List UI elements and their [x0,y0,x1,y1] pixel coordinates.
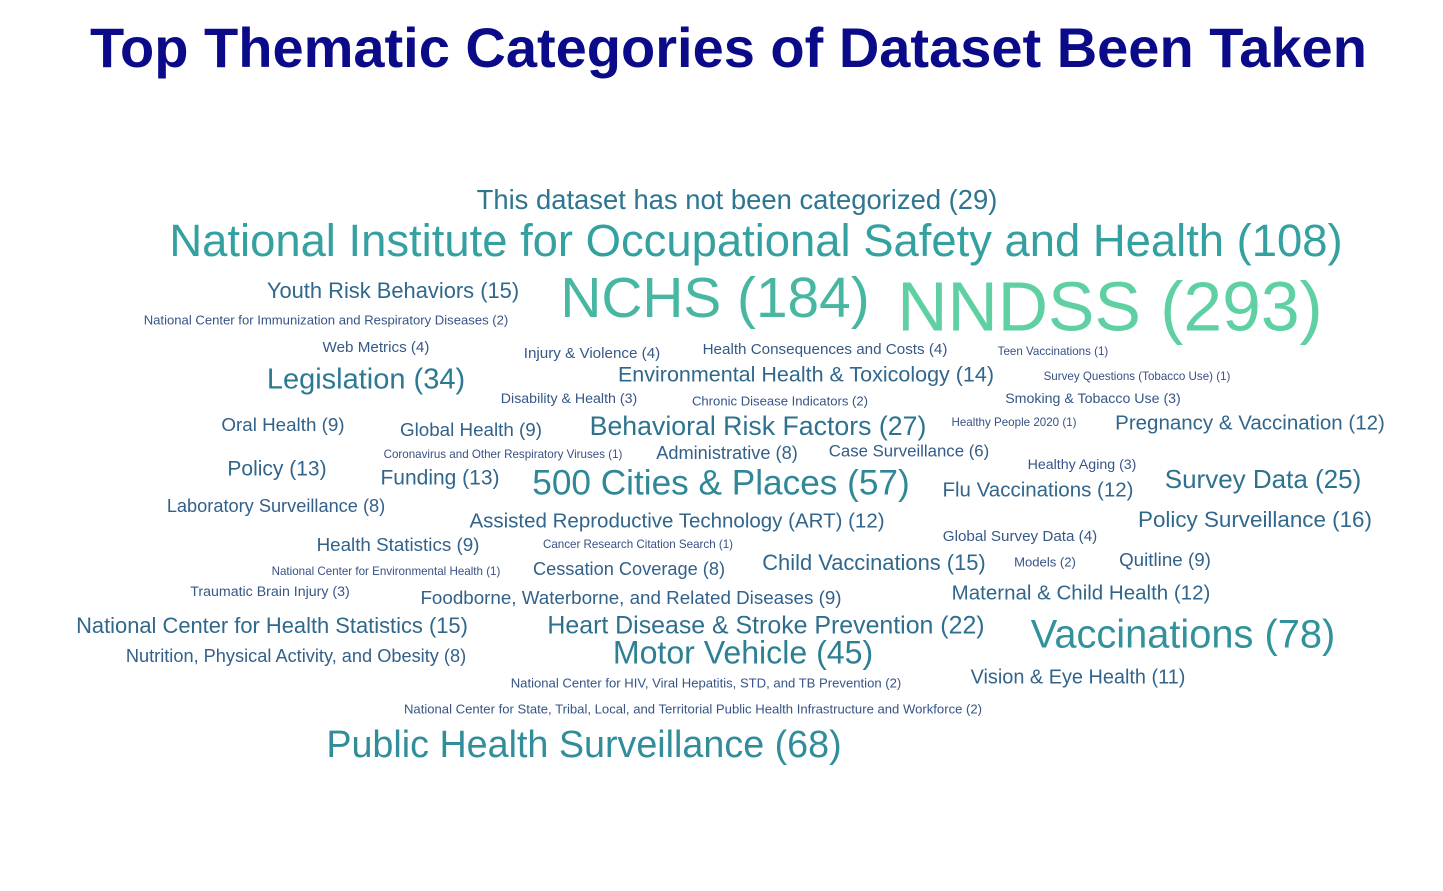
word: Policy (13) [227,458,326,481]
word: Laboratory Surveillance (8) [167,496,385,516]
word: Assisted Reproductive Technology (ART) (… [469,509,884,532]
word: Case Surveillance (6) [829,441,989,460]
word: Youth Risk Behaviors (15) [267,278,519,303]
word: Cessation Coverage (8) [533,559,725,579]
word: This dataset has not been categorized (2… [477,184,998,215]
word: Teen Vaccinations (1) [998,345,1109,358]
word: 500 Cities & Places (57) [532,463,909,502]
word: Oral Health (9) [221,414,344,435]
word: Pregnancy & Vaccination (12) [1115,411,1385,434]
word: Traumatic Brain Injury (3) [190,584,350,600]
word: Survey Data (25) [1165,464,1362,494]
word: Motor Vehicle (45) [613,634,873,670]
word: Smoking & Tobacco Use (3) [1005,391,1181,407]
word: Healthy People 2020 (1) [951,416,1076,429]
word: Web Metrics (4) [323,339,430,356]
word: National Institute for Occupational Safe… [169,215,1342,266]
word: Health Consequences and Costs (4) [703,341,948,358]
word: Quitline (9) [1119,549,1211,570]
word: Public Health Surveillance (68) [326,723,841,765]
word: Disability & Health (3) [501,391,637,407]
word: Chronic Disease Indicators (2) [692,393,868,408]
word: Coronavirus and Other Respiratory Viruse… [384,448,623,461]
word: Global Survey Data (4) [943,528,1097,545]
word: Vision & Eye Health (11) [971,666,1186,688]
word: Health Statistics (9) [317,534,480,555]
word: Nutrition, Physical Activity, and Obesit… [126,646,466,666]
word: Injury & Violence (4) [524,345,660,362]
word: Policy Surveillance (16) [1138,507,1372,532]
word: Global Health (9) [400,419,542,440]
word: Funding (13) [380,467,499,490]
word: National Center for HIV, Viral Hepatitis… [511,675,902,690]
word: National Center for Health Statistics (1… [76,613,468,638]
word: National Center for Environmental Health… [272,565,501,578]
word: NNDSS (293) [897,267,1322,345]
word: Legislation (34) [267,364,465,396]
word: Models (2) [1014,554,1076,569]
word: Environmental Health & Toxicology (14) [618,363,994,387]
word: Cancer Research Citation Search (1) [543,538,733,551]
word: Foodborne, Waterborne, and Related Disea… [420,587,841,608]
word: Administrative (8) [656,443,798,463]
word: National Center for State, Tribal, Local… [404,701,982,716]
word: Healthy Aging (3) [1028,457,1137,473]
word: Maternal & Child Health (12) [952,581,1211,604]
word: Child Vaccinations (15) [762,550,985,575]
word: Flu Vaccinations (12) [942,478,1133,501]
word: Survey Questions (Tobacco Use) (1) [1044,370,1231,383]
word: NCHS (184) [560,267,869,330]
chart-title: Top Thematic Categories of Dataset Been … [90,16,1367,79]
word: Behavioral Risk Factors (27) [590,411,927,441]
word: Heart Disease & Stroke Prevention (22) [547,612,984,640]
word: National Center for Immunization and Res… [144,312,509,327]
word: Vaccinations (78) [1031,613,1336,657]
